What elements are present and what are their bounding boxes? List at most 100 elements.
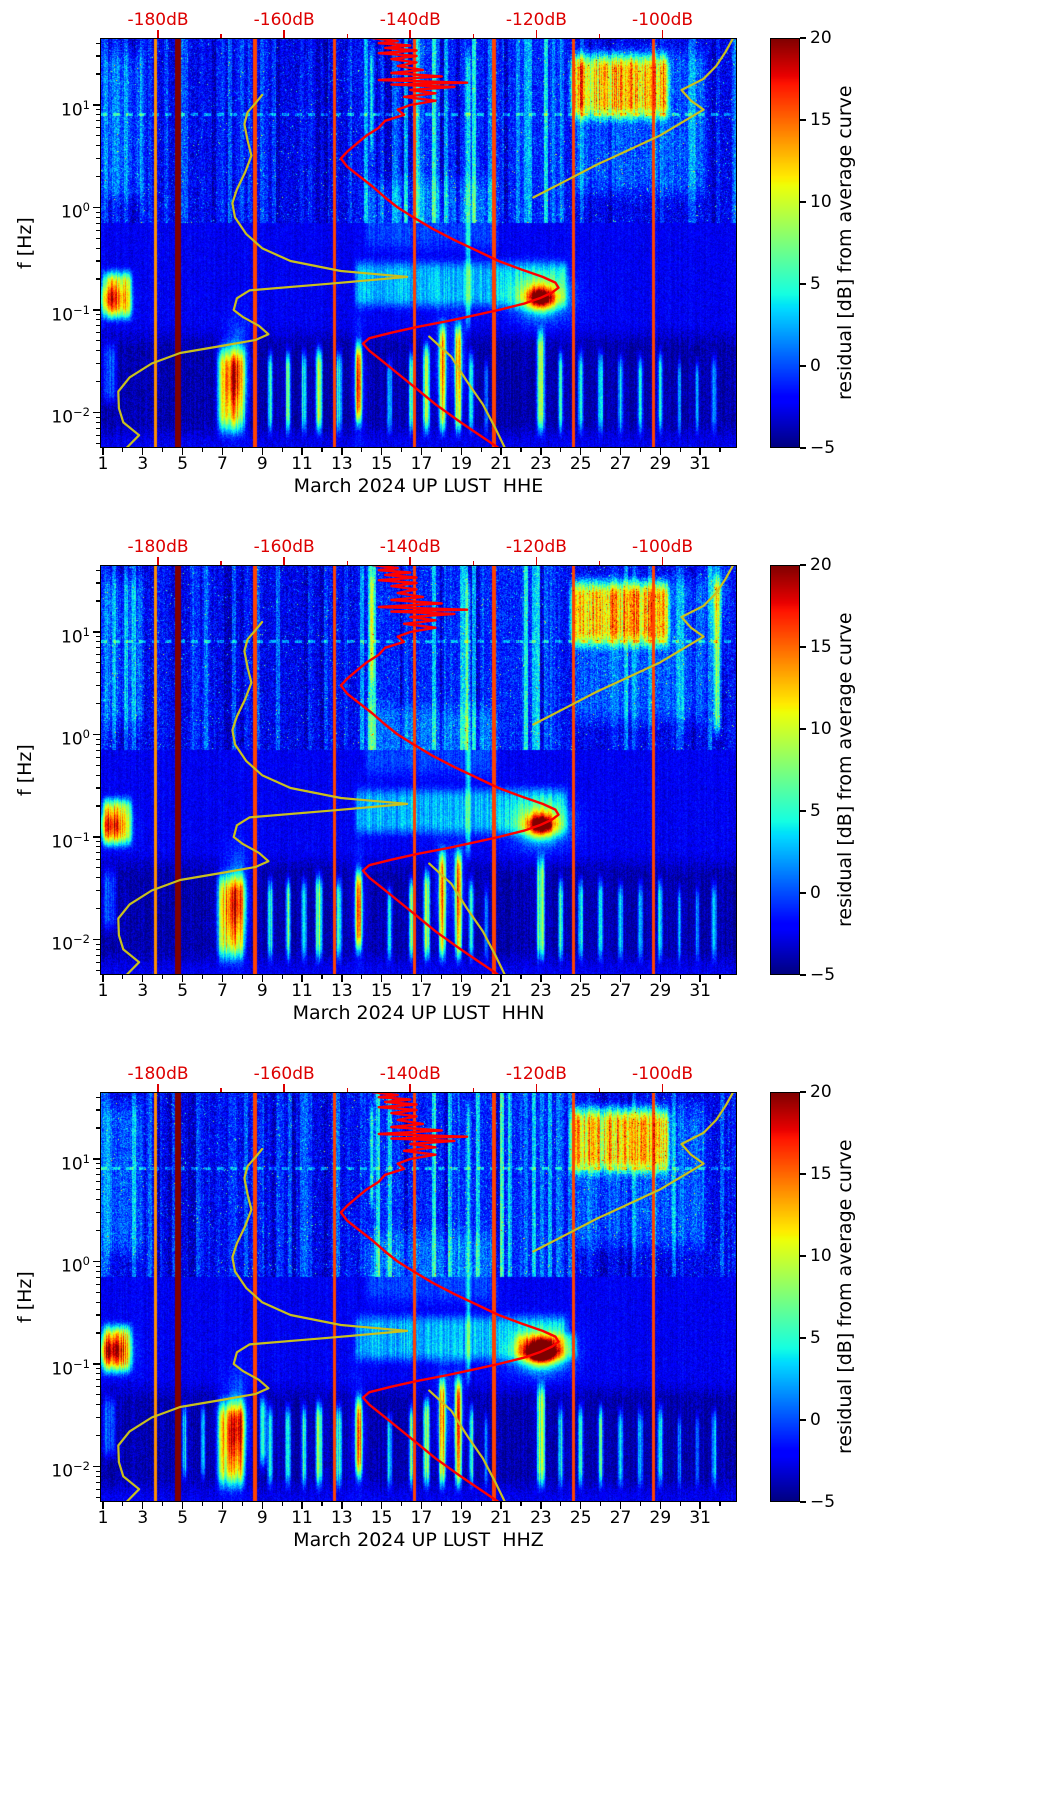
colorbar-tick-label: 10 bbox=[810, 1246, 832, 1266]
average-psd-curve bbox=[339, 38, 560, 448]
x-tick-mark bbox=[341, 1502, 343, 1509]
x-tick-mark bbox=[500, 975, 502, 982]
x-axis-label: March 2024 UP LUST HHZ bbox=[293, 1529, 544, 1551]
x-tick-mark bbox=[380, 975, 383, 982]
colorbar-tick-label: 5 bbox=[810, 274, 821, 294]
colorbar-tick-label: 10 bbox=[810, 192, 832, 212]
colorbar-tick-mark bbox=[800, 1091, 806, 1093]
x-tick-mark bbox=[261, 1502, 263, 1509]
x-tick-mark bbox=[142, 1502, 144, 1509]
x-tick-label: 13 bbox=[331, 981, 353, 1001]
x-tick-label: 11 bbox=[291, 1508, 313, 1528]
x-minor-tick-mark bbox=[679, 975, 681, 979]
colorbar-tick-label: 20 bbox=[810, 28, 832, 48]
x-minor-tick-mark bbox=[440, 975, 442, 979]
spectrogram-panel-hhz: f [Hz] residual [dB] from average curve … bbox=[0, 1054, 1052, 1581]
y-tick-mark bbox=[93, 206, 100, 209]
y-tick-mark bbox=[93, 1465, 100, 1468]
x-minor-tick-mark bbox=[560, 1502, 562, 1506]
y-tick-mark bbox=[93, 104, 100, 106]
top-db-label: -100dB bbox=[632, 1064, 694, 1084]
colorbar-tick-label: −5 bbox=[810, 1492, 836, 1512]
spectrogram-heatmap-canvas bbox=[100, 565, 737, 975]
top-db-tick-mark bbox=[409, 30, 412, 38]
noise-model-curve-segment bbox=[532, 565, 735, 726]
x-tick-mark bbox=[699, 448, 701, 455]
x-tick-mark bbox=[102, 975, 104, 982]
x-tick-label: 27 bbox=[609, 981, 632, 1001]
x-tick-label: 3 bbox=[137, 454, 149, 474]
x-tick-mark bbox=[619, 1502, 622, 1509]
x-minor-tick-mark bbox=[281, 1502, 283, 1506]
colorbar-tick-label: 10 bbox=[810, 719, 832, 739]
x-minor-tick-mark bbox=[480, 1502, 482, 1506]
x-minor-tick-mark bbox=[719, 448, 721, 452]
spectrogram-plot bbox=[100, 38, 737, 448]
colorbar-tick-label: −5 bbox=[810, 438, 836, 458]
x-tick-label: 17 bbox=[410, 981, 433, 1001]
noise-model-curve-segment bbox=[532, 38, 735, 199]
spectrogram-plot bbox=[100, 1092, 737, 1502]
x-tick-label: 9 bbox=[256, 981, 268, 1001]
y-tick-mark bbox=[93, 836, 100, 838]
y-tick-mark bbox=[93, 733, 100, 736]
x-minor-tick-mark bbox=[281, 975, 283, 979]
top-db-tick-mark bbox=[409, 1084, 412, 1092]
spectrogram-panel-hhe: f [Hz] residual [dB] from average curve … bbox=[0, 0, 1052, 527]
x-tick-mark bbox=[420, 975, 423, 982]
x-minor-tick-mark bbox=[719, 975, 721, 979]
x-tick-label: 23 bbox=[530, 454, 552, 474]
x-tick-label: 5 bbox=[177, 454, 189, 474]
colorbar bbox=[770, 38, 800, 448]
x-tick-label: 29 bbox=[649, 1508, 672, 1528]
colorbar-tick-mark bbox=[800, 119, 806, 121]
x-tick-label: 19 bbox=[450, 1508, 473, 1528]
colorbar-tick-mark bbox=[800, 974, 806, 976]
x-tick-label: 27 bbox=[609, 454, 632, 474]
spectrogram-plot bbox=[100, 565, 737, 975]
colorbar-gradient-canvas bbox=[770, 1092, 800, 1502]
x-minor-tick-mark bbox=[639, 448, 642, 452]
x-tick-label: 15 bbox=[370, 454, 393, 474]
x-tick-label: 25 bbox=[569, 454, 592, 474]
y-axis-label: f [Hz] bbox=[14, 1271, 36, 1323]
top-db-tick-mark bbox=[283, 30, 286, 38]
x-axis-label: March 2024 UP LUST HHN bbox=[292, 1002, 545, 1024]
colorbar-tick-label: 5 bbox=[810, 1328, 821, 1348]
y-tick-mark bbox=[93, 309, 100, 311]
colorbar-tick-mark bbox=[800, 1501, 806, 1503]
x-minor-tick-mark bbox=[122, 1502, 124, 1506]
x-tick-mark bbox=[580, 1502, 582, 1509]
colorbar-tick-mark bbox=[800, 283, 806, 285]
top-db-tick-mark bbox=[661, 1084, 664, 1092]
colorbar-tick-label: 15 bbox=[810, 637, 832, 657]
x-tick-label: 27 bbox=[609, 1508, 632, 1528]
colorbar-tick-mark bbox=[800, 1419, 806, 1421]
x-tick-label: 15 bbox=[370, 1508, 393, 1528]
x-tick-label: 17 bbox=[410, 454, 433, 474]
x-minor-tick-mark bbox=[321, 448, 323, 452]
top-db-tick-mark bbox=[157, 30, 159, 38]
x-tick-label: 21 bbox=[490, 454, 512, 474]
x-minor-tick-mark bbox=[520, 975, 522, 979]
x-tick-label: 29 bbox=[649, 454, 672, 474]
top-db-label: -160dB bbox=[253, 10, 315, 30]
psd-curves-overlay bbox=[117, 38, 735, 448]
x-tick-label: 1 bbox=[97, 454, 109, 474]
x-tick-mark bbox=[619, 448, 622, 455]
x-tick-label: 1 bbox=[97, 981, 109, 1001]
x-tick-mark bbox=[619, 975, 622, 982]
x-minor-tick-mark bbox=[361, 1502, 363, 1506]
colorbar-tick-mark bbox=[800, 564, 806, 566]
colorbar-tick-label: 15 bbox=[810, 110, 832, 130]
x-tick-label: 31 bbox=[689, 1508, 711, 1528]
x-tick-mark bbox=[181, 975, 184, 982]
colorbar-tick-label: −5 bbox=[810, 965, 836, 985]
x-minor-tick-mark bbox=[480, 448, 482, 452]
x-tick-label: 23 bbox=[530, 981, 552, 1001]
x-minor-tick-mark bbox=[321, 975, 323, 979]
x-tick-label: 13 bbox=[331, 454, 353, 474]
x-minor-tick-mark bbox=[201, 448, 204, 452]
colorbar bbox=[770, 1092, 800, 1502]
